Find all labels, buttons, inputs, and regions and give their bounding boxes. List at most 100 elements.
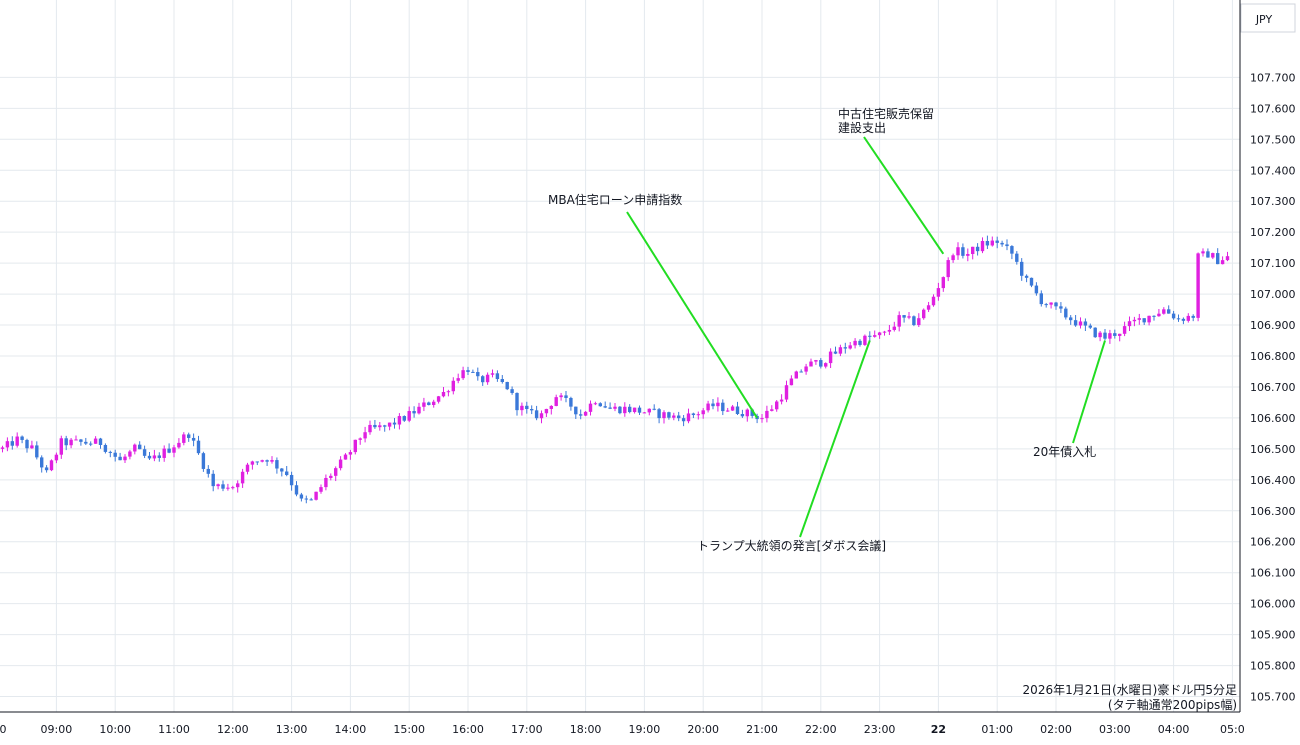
candle-down	[868, 335, 872, 337]
candle-down	[569, 397, 573, 407]
candle-down	[995, 240, 999, 243]
candle-up	[809, 361, 813, 367]
candle-up	[706, 403, 710, 411]
candle-up	[1220, 260, 1225, 265]
candle-up	[422, 402, 426, 407]
candle-down	[677, 415, 681, 419]
candle-down	[799, 371, 803, 373]
x-tick-label: 19:00	[629, 723, 661, 736]
candle-down	[1039, 293, 1043, 305]
candle-up	[775, 401, 779, 410]
candle-down	[1103, 332, 1107, 339]
x-tick-label: 22:00	[805, 723, 837, 736]
currency-label: JPY	[1255, 13, 1273, 26]
candle-down	[211, 473, 215, 487]
candle-down	[681, 418, 686, 422]
candle-up	[726, 410, 730, 412]
candle-down	[167, 448, 171, 453]
time-axis-ticks[interactable]: :00 09:00 10:00 11:00 12:00 13:00 14:00 15:00 16…	[0, 723, 1245, 736]
x-tick-label: 18:00	[570, 723, 602, 736]
candle-down	[108, 451, 112, 453]
candle-down	[1083, 321, 1088, 326]
candle-up	[162, 448, 166, 458]
candle-up	[387, 422, 392, 427]
candle-down	[750, 409, 754, 416]
candle-up	[368, 424, 372, 433]
candle-up	[873, 335, 877, 337]
candle-down	[1054, 302, 1058, 307]
candle-down	[525, 405, 529, 410]
candle-up	[407, 411, 411, 421]
candle-up	[917, 318, 921, 326]
candle-up	[1049, 302, 1053, 305]
candle-down	[902, 315, 906, 318]
candle-down	[147, 455, 152, 459]
y-tick-label: 107.100	[1250, 257, 1296, 270]
candle-down	[598, 403, 602, 407]
y-tick-label: 106.900	[1250, 319, 1296, 332]
candle-up	[69, 439, 73, 446]
candle-up	[329, 475, 333, 478]
candle-down	[1059, 306, 1063, 309]
candle-up	[397, 416, 402, 425]
candle-up	[177, 442, 181, 448]
candle-up	[451, 380, 455, 392]
candle-up	[941, 277, 945, 289]
candle-up	[152, 455, 157, 459]
y-tick-label: 107.300	[1250, 195, 1296, 208]
candle-down	[10, 441, 14, 446]
candle-up	[662, 412, 666, 419]
candle-down	[280, 468, 284, 472]
candle-down	[721, 402, 725, 412]
candle-down	[510, 389, 514, 393]
y-tick-label: 106.200	[1250, 536, 1296, 549]
candle-up	[461, 370, 465, 379]
candle-up	[1078, 321, 1083, 326]
candle-down	[1069, 317, 1073, 321]
candle-up	[319, 487, 323, 492]
candle-down	[304, 498, 308, 500]
candle-up	[74, 439, 78, 441]
candle-up	[260, 460, 264, 462]
candle-up	[828, 351, 833, 364]
candle-up	[441, 391, 446, 397]
candle-down	[285, 471, 289, 475]
price-axis-ticks[interactable]: 107.700 107.600 107.500 107.400 107.300 107.2…	[1250, 71, 1296, 703]
candle-down	[196, 440, 201, 454]
candle-up	[236, 483, 240, 488]
candle-down	[1216, 253, 1220, 265]
candle-down	[505, 381, 509, 390]
candle-up	[1098, 332, 1102, 338]
candle-up	[1127, 321, 1132, 327]
y-tick-label: 105.800	[1250, 660, 1296, 673]
candle-up	[5, 441, 10, 448]
x-tick-label: 16:00	[452, 723, 484, 736]
x-tick-label: 02:00	[1040, 723, 1072, 736]
candle-down	[1088, 325, 1092, 328]
currency-label-box[interactable]	[1240, 3, 1296, 33]
candle-down	[299, 494, 304, 499]
candle-up	[897, 315, 901, 327]
candle-down	[157, 455, 161, 458]
candle-up	[554, 397, 558, 406]
candle-up	[882, 331, 887, 333]
candle-down	[20, 436, 24, 440]
candle-down	[1064, 308, 1068, 318]
candle-up	[931, 296, 936, 306]
candle-up	[544, 408, 549, 414]
candle-up	[814, 360, 818, 362]
candle-up	[760, 418, 764, 420]
candle-down	[628, 406, 632, 413]
y-tick-label: 107.600	[1250, 102, 1296, 115]
candle-up	[59, 438, 63, 455]
candle-up	[716, 402, 720, 407]
candle-up	[696, 414, 700, 416]
candle-down	[118, 456, 122, 461]
x-tick-label: 04:00	[1158, 723, 1190, 736]
candle-down	[1010, 246, 1014, 254]
candle-up	[887, 329, 892, 332]
candle-down	[191, 437, 196, 441]
y-tick-label: 107.400	[1250, 164, 1296, 177]
candle-down	[603, 406, 607, 408]
